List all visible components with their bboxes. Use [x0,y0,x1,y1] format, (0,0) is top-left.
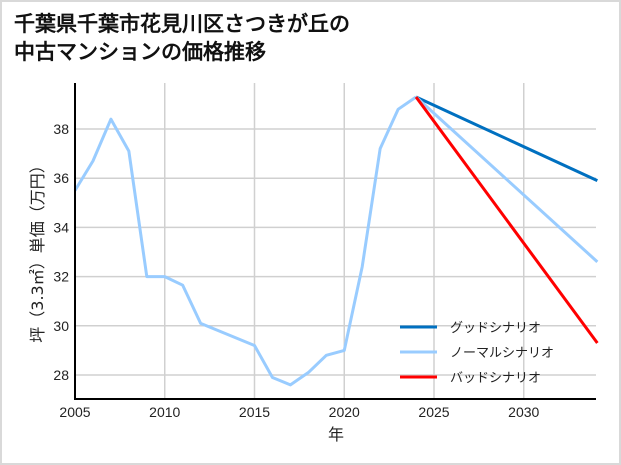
x-tick-label: 2030 [508,404,539,420]
series-line [73,95,417,387]
y-tick-label: 38 [53,121,69,137]
series-line [415,95,598,183]
x-tick-label: 2025 [418,404,449,420]
y-tick-label: 30 [53,318,69,334]
series-line [415,95,599,263]
y-tick-label: 28 [53,367,69,383]
y-axis-label: 坪（3.3㎡）単価（万円） [28,157,47,342]
legend-label: グッドシナリオ [450,321,541,336]
y-tick-label: 36 [53,170,69,186]
title-line-1: 千葉県千葉市花見川区さつきが丘の [14,12,350,36]
x-tick-label: 2010 [149,404,180,420]
chart-title: 千葉県千葉市花見川区さつきが丘の 中古マンションの価格推移 [14,10,350,66]
legend-label: ノーマルシナリオ [450,346,554,361]
legend-label: バッドシナリオ [450,371,541,386]
x-tick-label: 2020 [329,404,360,420]
x-axis-label: 年 [328,425,344,444]
x-tick-label: 2005 [59,404,90,420]
y-tick-label: 34 [53,219,69,235]
y-tick-label: 32 [53,269,69,285]
title-line-2: 中古マンションの価格推移 [14,40,266,64]
series-line [414,96,599,344]
x-tick-label: 2015 [239,404,270,420]
